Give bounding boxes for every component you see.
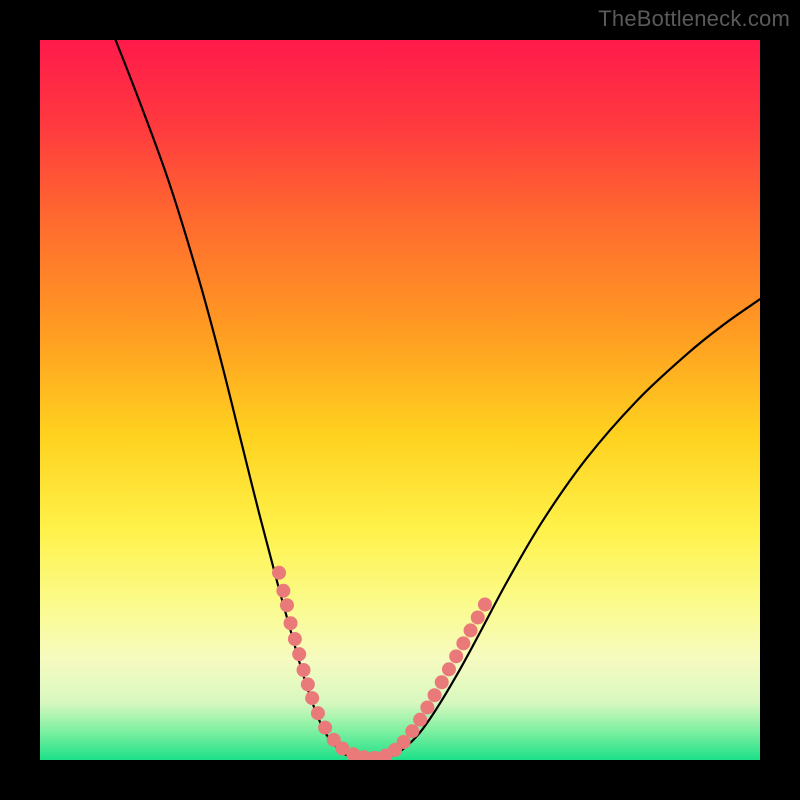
curve-marker: [305, 691, 319, 705]
plot-area: [40, 40, 760, 760]
curve-marker: [405, 724, 419, 738]
curve-marker: [442, 662, 456, 676]
curve-marker: [288, 632, 302, 646]
curve-marker: [301, 677, 315, 691]
curve-marker: [428, 688, 442, 702]
curve-marker: [280, 598, 294, 612]
curve-marker: [435, 675, 449, 689]
curve-marker: [318, 721, 332, 735]
plot-background: [40, 40, 760, 760]
chart-frame: TheBottleneck.com: [0, 0, 800, 800]
curve-marker: [478, 597, 492, 611]
curve-marker: [420, 700, 434, 714]
watermark-text: TheBottleneck.com: [598, 6, 790, 32]
curve-marker: [464, 623, 478, 637]
curve-marker: [292, 647, 306, 661]
curve-marker: [297, 663, 311, 677]
curve-marker: [276, 584, 290, 598]
curve-marker: [272, 566, 286, 580]
curve-marker: [471, 610, 485, 624]
bottleneck-curve-chart: [40, 40, 760, 760]
curve-marker: [311, 706, 325, 720]
curve-marker: [284, 616, 298, 630]
curve-marker: [449, 649, 463, 663]
curve-marker: [413, 713, 427, 727]
curve-marker: [456, 636, 470, 650]
